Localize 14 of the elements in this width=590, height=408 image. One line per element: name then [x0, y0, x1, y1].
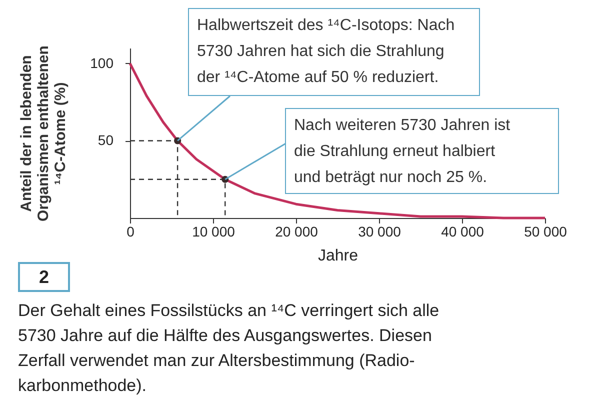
x-tick-label: 10 000 — [192, 224, 236, 240]
x-axis-title: Jahre — [318, 248, 358, 264]
y-tick-label: 50 — [98, 132, 114, 148]
x-tick-label: 30 000 — [358, 224, 402, 240]
x-tick-label: 20 000 — [275, 224, 318, 240]
x-tick-label: 40 000 — [441, 224, 484, 240]
callout-box: Halbwertszeit des ¹⁴C-Isotops: Nach 5730 Jahren hat sich die Strahlung der ¹⁴C-Atome auf 50 % reduziert. — [188, 8, 480, 96]
text: 2 — [18, 262, 70, 292]
x-tick-label: 0 — [126, 224, 135, 240]
callout-box: Nach weiteren 5730 Jahren ist die Strahlung erneut halbiert und beträgt nur noch 25 %. — [285, 108, 559, 194]
text: Der Gehalt eines Fossilstücks an ¹⁴C verringert sich alle 5730 Jahre auf die Hälfte des Ausgangswertes. Diesen Zerfall verwendet man zur Altersbestimmung (Radio- karbonmethode). — [18, 300, 440, 397]
y-axis-title: Anteil der in lebenden Organismen enthaltenen ¹⁴C-Atome (%) — [18, 46, 70, 222]
y-tick-label: 100 — [90, 54, 114, 71]
x-tick-label: 50 000 — [524, 224, 568, 240]
